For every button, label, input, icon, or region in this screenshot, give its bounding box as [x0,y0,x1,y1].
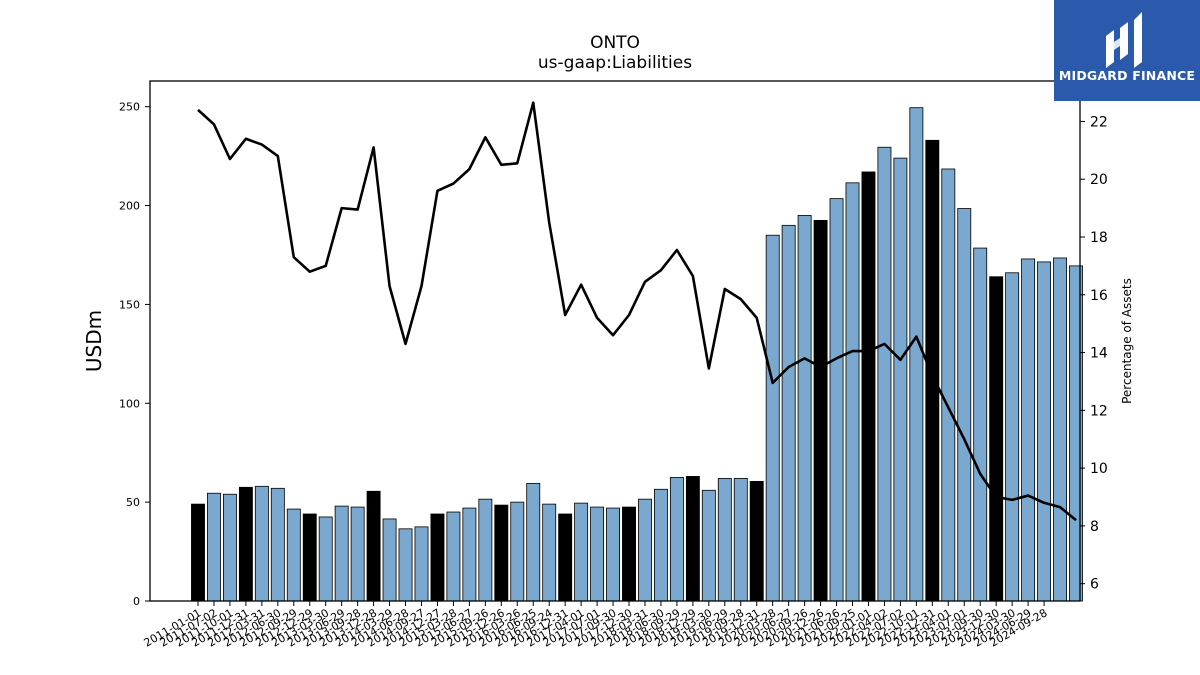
bar-48 [957,208,972,602]
plot-frame [149,80,1081,602]
bar-38 [797,215,812,602]
bar-4 [254,485,269,602]
y2-tick-label: 18 [1090,230,1108,246]
bar-7 [302,513,317,602]
bar-6 [286,508,301,602]
bar-51 [1005,272,1020,602]
bar-14 [414,526,429,602]
bar-15 [430,513,445,602]
y2-tick-label: 22 [1090,114,1108,130]
y2-tick-label: 10 [1090,461,1108,477]
bar-54 [1053,257,1067,602]
bar-46 [925,139,940,602]
chart-title: ONTO [590,33,640,53]
bar-49 [973,247,988,602]
bar-35 [749,480,764,602]
bar-42 [861,171,876,602]
bar-26 [606,507,621,602]
y-tick-label: 150 [119,298,140,311]
bar-40 [829,198,844,602]
bar-24 [574,502,589,602]
bar-45 [909,107,924,602]
bar-8 [318,516,333,602]
bar-50 [989,276,1004,602]
y2-tick-label: 12 [1090,403,1108,419]
bar-12 [382,518,397,602]
y-tick-label: 100 [119,397,140,410]
bar-36 [765,234,780,602]
midgard-finance-logo: MIDGARD FINANCE [1054,0,1200,101]
bar-20 [510,501,525,602]
bar-5 [270,487,285,602]
bar-32 [701,489,716,602]
y-axis-label: USDm [82,310,106,372]
y-tick-label: 200 [119,200,140,213]
bar-23 [558,513,573,602]
bar-11 [366,490,381,602]
bar-13 [398,528,413,602]
y2-tick-label: 6 [1090,577,1099,593]
midgard-logo-icon [1106,12,1142,68]
bar-52 [1021,258,1036,602]
chart-subtitle: us-gaap:Liabilities [537,53,693,73]
bar-22 [542,503,557,602]
bar-25 [590,506,605,602]
bar-17 [462,507,477,602]
bar-2 [222,493,237,602]
bar-44 [893,157,908,602]
bar-10 [350,506,365,602]
bar-33 [717,478,732,602]
bar-41 [845,182,860,602]
y2-tick-label: 14 [1090,346,1108,362]
bar-30 [669,477,684,602]
bar-37 [781,224,796,602]
bar-18 [478,498,493,602]
bar-34 [733,478,748,602]
pct-assets-line [197,101,1077,522]
bar-29 [654,488,668,602]
bar-16 [446,511,461,602]
bar-3 [238,486,253,602]
y2-tick-label: 16 [1090,288,1108,304]
bar-31 [685,476,700,602]
bar-53 [1037,261,1052,602]
y-tick-label: 50 [126,496,140,509]
bar-9 [334,505,349,602]
y-tick-label: 0 [133,595,140,608]
bar-43 [877,146,892,602]
bar-47 [941,168,956,602]
bar-28 [638,498,652,602]
bar-1 [207,492,221,602]
y2-tick-label: 8 [1090,519,1099,535]
bar-21 [526,482,541,602]
y2-axis-label: Percentage of Assets [1120,278,1134,404]
bar-27 [622,506,636,602]
bar-0 [191,503,205,602]
y2-tick-label: 20 [1090,172,1108,188]
bar-19 [494,504,509,602]
brand-name: MIDGARD FINANCE [1058,68,1196,83]
bar-39 [813,219,828,602]
y-tick-label: 250 [119,101,140,114]
